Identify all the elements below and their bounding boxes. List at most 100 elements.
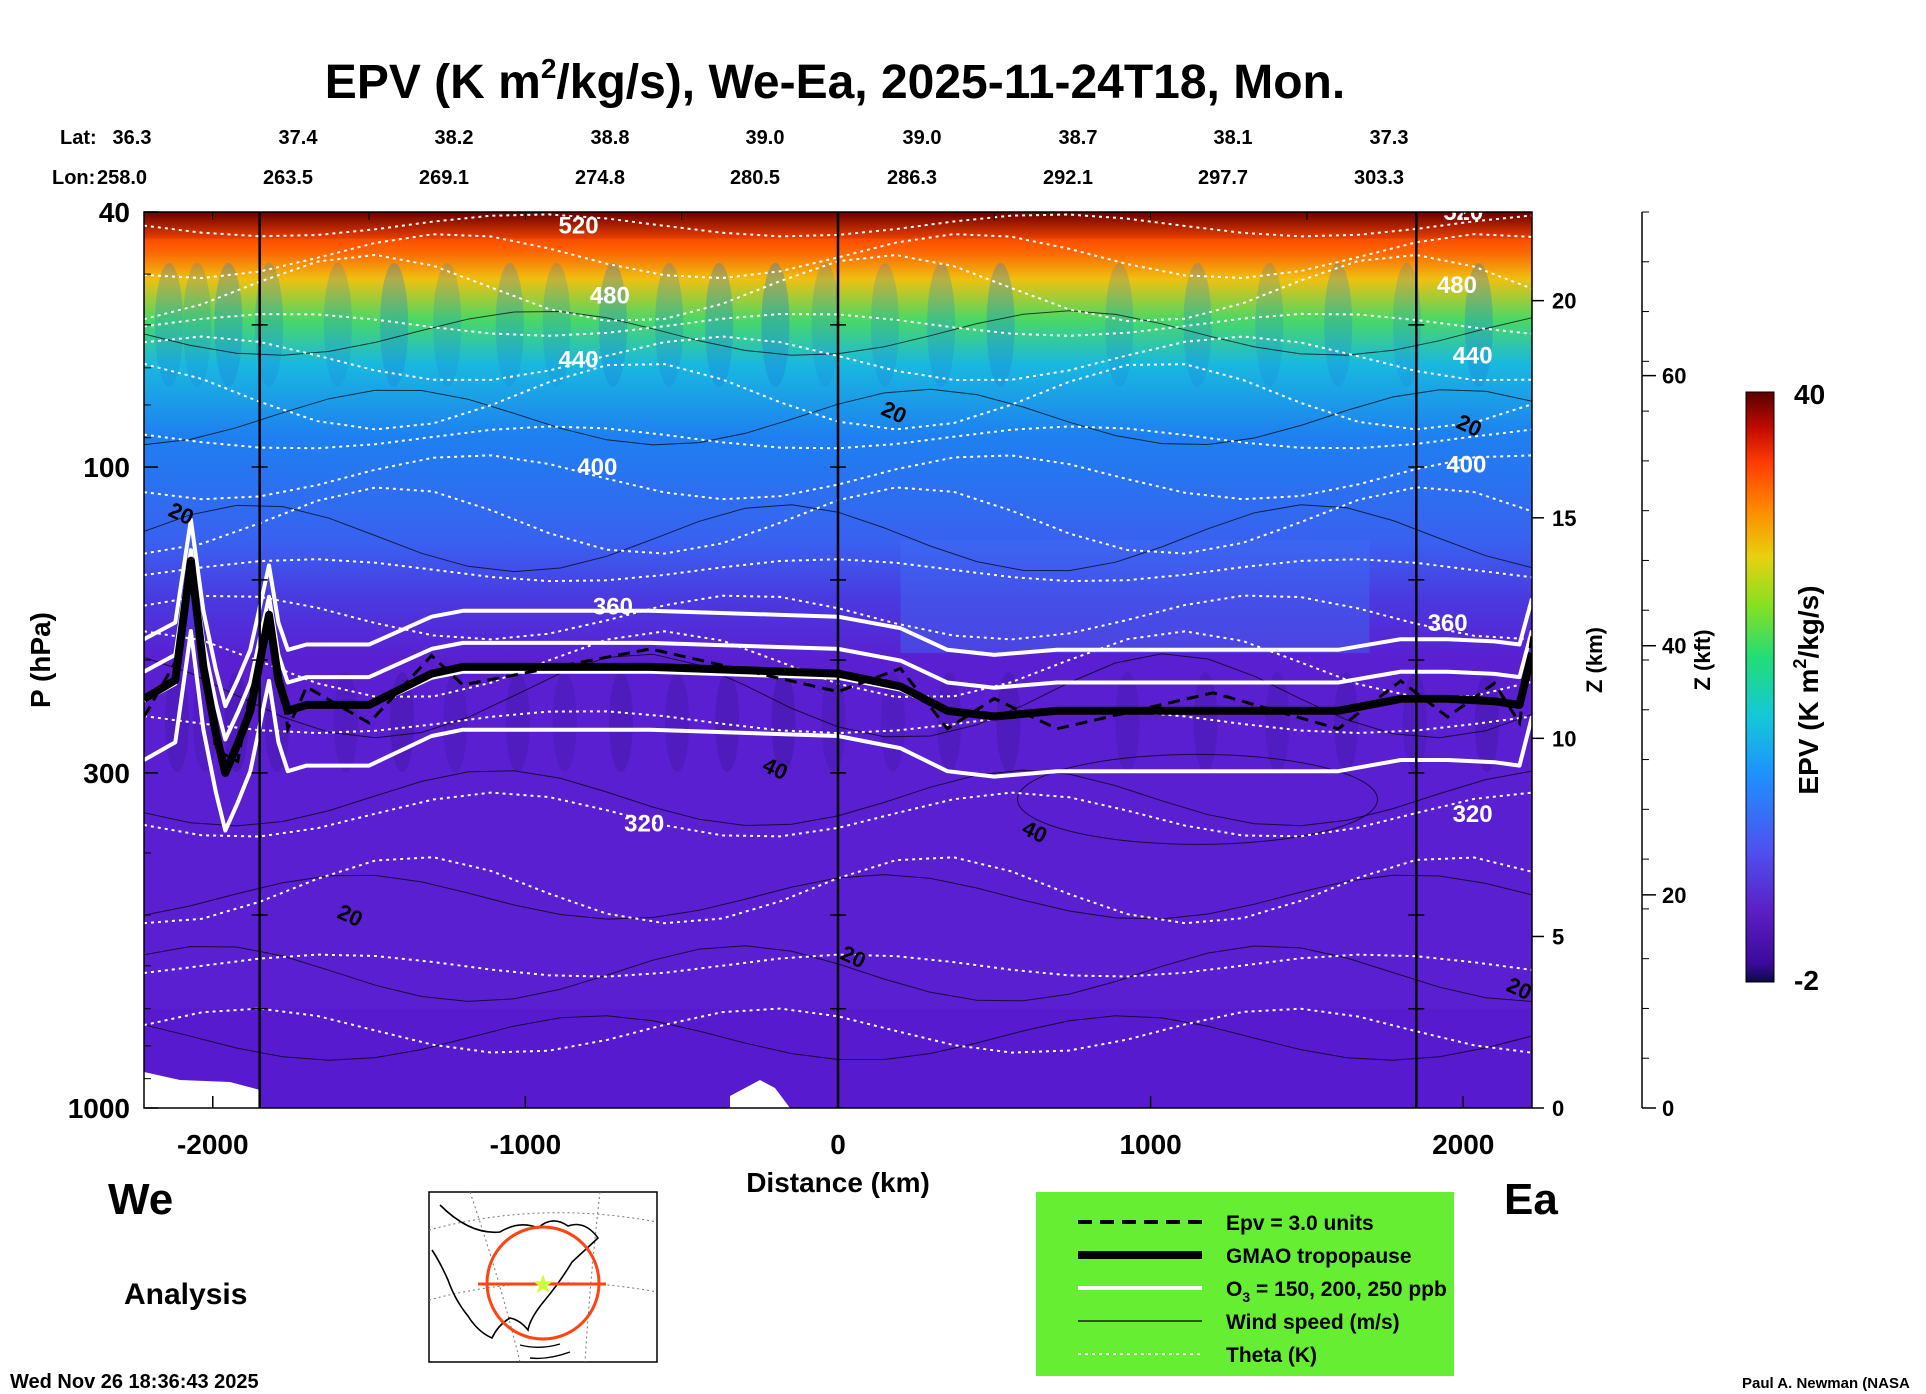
pv-streak — [1105, 262, 1134, 387]
theta-line — [144, 953, 1532, 978]
colorbar-label: EPV (K m2/kg/s) — [1790, 585, 1824, 794]
pv-streak — [761, 262, 790, 387]
wind-contour — [1017, 753, 1379, 845]
pv-streak — [1334, 672, 1359, 773]
gmao-tropopause-line — [144, 556, 1532, 777]
legend-label: O3 = 150, 200, 250 ppb — [1226, 1278, 1447, 1305]
legend: Epv = 3.0 units GMAO tropopause O3 = 150, … — [1036, 1192, 1454, 1376]
locator-map: ★ — [428, 1191, 658, 1363]
theta-label: 360 — [593, 593, 633, 620]
lat-row-label: Lat: — [60, 127, 97, 149]
pv-streak — [665, 672, 690, 773]
pv-streak — [1115, 672, 1140, 773]
pv-streak — [821, 672, 846, 773]
colorbar — [1745, 391, 1775, 983]
z-kft-tick-label: 20 — [1662, 883, 1686, 908]
pv-streak — [155, 262, 184, 387]
theta-label: 400 — [1446, 451, 1486, 478]
terrain-mask — [730, 1080, 790, 1108]
theta-line — [144, 558, 1532, 583]
lat-value: 39.0 — [746, 127, 785, 149]
terrain-mask — [144, 1072, 260, 1108]
pv-streak — [705, 262, 734, 387]
ozone-contour — [144, 548, 1532, 742]
z-km-tick-label: 0 — [1552, 1096, 1564, 1121]
lon-value: 263.5 — [263, 167, 313, 189]
lat-value: 38.2 — [435, 127, 474, 149]
pv-streak — [1193, 672, 1218, 773]
lat-labels: 36.3 37.4 38.2 38.8 39.0 39.0 38.7 38.1 37.3 — [113, 127, 1409, 149]
lon-value: 286.3 — [887, 167, 937, 189]
analysis-label: Analysis — [124, 1278, 247, 1311]
legend-label: Theta (K) — [1226, 1344, 1317, 1367]
legend-label: GMAO tropopause — [1226, 1245, 1412, 1268]
lon-value: 303.3 — [1354, 167, 1404, 189]
lon-value: 297.7 — [1198, 167, 1248, 189]
pv-streak — [608, 672, 633, 773]
z-kft-tick-label: 0 — [1662, 1096, 1674, 1121]
x-tick-label: 0 — [830, 1129, 846, 1160]
y-tick-label: 1000 — [68, 1093, 130, 1124]
lat-value: 38.1 — [1214, 127, 1253, 149]
pv-streak — [715, 672, 740, 773]
center-star-icon: ★ — [531, 1269, 554, 1299]
y-tick-label: 300 — [83, 758, 130, 789]
colorbar-max-label: 40 — [1794, 379, 1825, 410]
theta-line — [144, 1007, 1532, 1054]
z-km-axis-label: Z (km) — [1582, 627, 1607, 693]
pv-streak — [1324, 262, 1353, 387]
pv-band — [900, 540, 1370, 653]
z-km-tick-label: 15 — [1552, 506, 1576, 531]
theta-label: 520 — [559, 213, 599, 240]
y-axis-pressure: 40 100 300 1000 — [68, 197, 158, 1124]
credit: Paul A. Newman (NASA — [1742, 1375, 1910, 1392]
pv-streak — [542, 262, 571, 387]
pv-streak — [1402, 672, 1427, 773]
lon-row-label: Lon: — [52, 167, 95, 189]
theta-label: 360 — [1428, 610, 1468, 637]
lat-value: 39.0 — [903, 127, 942, 149]
pv-streak — [380, 262, 409, 387]
z-kft-tick-label: 60 — [1662, 364, 1686, 389]
pv-streak — [505, 672, 530, 773]
lon-labels: 258.0 263.5 269.1 274.8 280.5 286.3 292.1 297.7… — [97, 167, 1404, 189]
z-km-tick-label: 10 — [1552, 726, 1576, 751]
lon-value: 274.8 — [575, 167, 625, 189]
pv-streak — [1464, 262, 1493, 387]
pv-streak — [183, 262, 212, 387]
east-label: Ea — [1504, 1175, 1558, 1224]
pv-streak — [996, 672, 1021, 773]
ozone-contour — [144, 517, 1532, 709]
theta-line — [144, 213, 1532, 238]
z-kft-tick-label: 40 — [1662, 634, 1686, 659]
legend-label: Epv = 3.0 units — [1226, 1212, 1374, 1235]
pv-streak — [1255, 262, 1284, 387]
pv-streak — [937, 672, 962, 773]
lat-value: 37.3 — [1370, 127, 1409, 149]
theta-line — [144, 425, 1532, 450]
pv-streak — [1392, 262, 1421, 387]
pv-streak — [811, 262, 840, 387]
lat-value: 37.4 — [279, 127, 319, 149]
theta-label: 440 — [559, 347, 599, 374]
pv-streak — [598, 262, 627, 387]
z-km-axis: 0 5 10 15 20 — [1532, 289, 1576, 1121]
colorbar-min-label: -2 — [1794, 965, 1819, 996]
lon-value: 292.1 — [1043, 167, 1093, 189]
pv-streak — [433, 262, 462, 387]
y-axis-label: P (hPa) — [25, 612, 56, 708]
lat-value: 36.3 — [113, 127, 152, 149]
theta-line — [144, 312, 1532, 337]
pv-streak — [1265, 672, 1290, 773]
z-kft-axis-label: Z (kft) — [1690, 629, 1715, 690]
theta-label: 440 — [1453, 343, 1493, 370]
lat-value: 38.8 — [591, 127, 630, 149]
theta-label: 320 — [1453, 801, 1493, 828]
pv-streak — [986, 262, 1015, 387]
legend-label: Wind speed (m/s) — [1226, 1311, 1400, 1334]
lon-value: 280.5 — [730, 167, 780, 189]
pv-streak — [552, 672, 577, 773]
z-kft-axis: 0 20 40 60 — [1641, 211, 1686, 1121]
